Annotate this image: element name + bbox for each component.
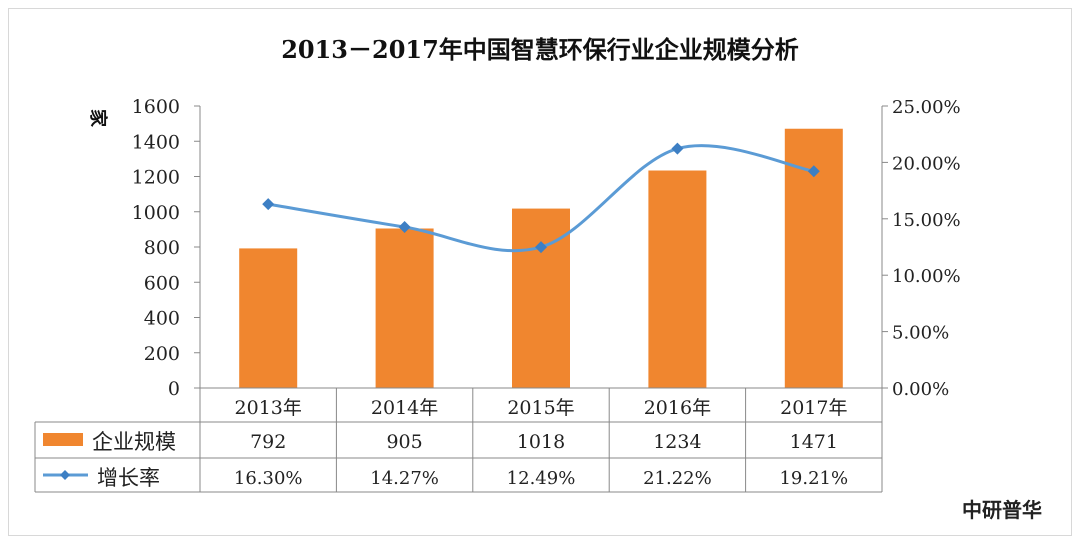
bar-2016年 [648, 170, 707, 388]
bar-data-label: 905 [386, 431, 422, 453]
category-label: 2017年 [780, 397, 847, 419]
line-data-label: 19.21% [779, 468, 848, 489]
left-tick-label: 400 [144, 308, 180, 330]
right-tick-label: 20.00% [892, 153, 961, 174]
legend-bar-icon [43, 433, 83, 446]
bar-2013年 [239, 248, 298, 388]
bar-data-label: 792 [250, 431, 286, 453]
chart-title: 2013－2017年中国智慧环保行业企业规模分析 [281, 35, 799, 64]
line-data-label: 12.49% [507, 468, 576, 489]
right-tick-label: 10.00% [892, 266, 961, 287]
growth-point-2016年 [671, 142, 684, 155]
line-data-label: 21.22% [643, 468, 712, 489]
legend-line-label: 增长率 [97, 466, 160, 490]
right-tick-label: 15.00% [892, 210, 961, 231]
growth-point-2014年 [398, 221, 411, 234]
legend-bar-label: 企业规模 [92, 430, 176, 454]
bar-data-label: 1471 [790, 431, 838, 453]
line-data-label: 14.27% [370, 468, 439, 489]
bar-2015年 [512, 208, 570, 388]
bar-2014年 [375, 228, 434, 388]
bar-data-label: 1018 [517, 431, 565, 453]
left-tick-label: 200 [144, 343, 180, 365]
category-label: 2014年 [371, 397, 438, 419]
growth-point-2017年 [807, 165, 820, 178]
left-tick-label: 800 [144, 237, 180, 259]
category-label: 2015年 [507, 397, 574, 419]
legend-line-marker-icon [60, 470, 70, 480]
left-tick-label: 1400 [132, 131, 180, 153]
right-tick-label: 25.00% [892, 97, 961, 118]
left-tick-label: 1600 [132, 96, 180, 118]
line-data-label: 16.30% [234, 468, 303, 489]
left-tick-label: 1200 [132, 167, 180, 189]
left-tick-label: 0 [168, 378, 180, 400]
watermark: 中研普华 [962, 498, 1042, 522]
left-tick-label: 600 [144, 272, 180, 294]
chart-frame [8, 8, 1072, 536]
left-tick-label: 1000 [132, 202, 180, 224]
growth-point-2015年 [535, 241, 547, 254]
category-label: 2016年 [644, 397, 711, 419]
y-axis-label: 家 [87, 109, 109, 128]
right-tick-label: 5.00% [892, 323, 949, 344]
right-tick-label: 0.00% [892, 379, 949, 400]
category-label: 2013年 [235, 397, 302, 419]
growth-point-2013年 [262, 198, 275, 211]
bar-data-label: 1234 [653, 431, 701, 453]
